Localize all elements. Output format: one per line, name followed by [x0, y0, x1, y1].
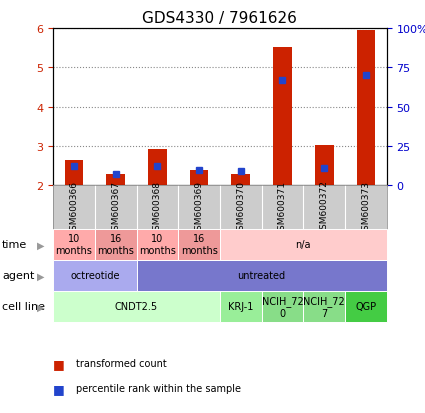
Text: ■: ■ — [53, 357, 65, 370]
Bar — [190, 170, 209, 186]
Text: KRJ-1: KRJ-1 — [228, 301, 253, 312]
Text: time: time — [2, 240, 27, 250]
Text: ▶: ▶ — [37, 240, 44, 250]
Text: GSM600370: GSM600370 — [236, 180, 245, 235]
Bar — [273, 48, 292, 186]
Bar — [315, 145, 334, 186]
Text: GSM600369: GSM600369 — [195, 180, 204, 235]
Text: NCIH_72
7: NCIH_72 7 — [303, 295, 345, 318]
Text: QGP: QGP — [355, 301, 377, 312]
Text: cell line: cell line — [2, 301, 45, 312]
Text: ■: ■ — [53, 382, 65, 395]
Text: ▶: ▶ — [37, 271, 44, 281]
Text: GSM600373: GSM600373 — [361, 180, 371, 235]
Bar — [231, 174, 250, 186]
Text: GSM600366: GSM600366 — [69, 180, 79, 235]
Text: 10
months: 10 months — [56, 234, 92, 256]
Text: n/a: n/a — [296, 240, 311, 250]
Text: 16
months: 16 months — [181, 234, 218, 256]
Text: percentile rank within the sample: percentile rank within the sample — [76, 383, 241, 393]
Title: GDS4330 / 7961626: GDS4330 / 7961626 — [142, 12, 298, 26]
Bar — [65, 160, 83, 186]
Bar — [106, 175, 125, 186]
Text: 16
months: 16 months — [97, 234, 134, 256]
Text: NCIH_72
0: NCIH_72 0 — [262, 295, 303, 318]
Text: GSM600372: GSM600372 — [320, 180, 329, 235]
Text: ▶: ▶ — [37, 301, 44, 312]
Bar — [148, 150, 167, 186]
Text: untreated: untreated — [238, 271, 286, 281]
Text: transformed count: transformed count — [76, 358, 167, 368]
Bar — [357, 31, 375, 186]
Text: octreotide: octreotide — [70, 271, 119, 281]
Text: 10
months: 10 months — [139, 234, 176, 256]
Text: GSM600368: GSM600368 — [153, 180, 162, 235]
Text: GSM600367: GSM600367 — [111, 180, 120, 235]
Text: GSM600371: GSM600371 — [278, 180, 287, 235]
Text: agent: agent — [2, 271, 34, 281]
Text: CNDT2.5: CNDT2.5 — [115, 301, 158, 312]
